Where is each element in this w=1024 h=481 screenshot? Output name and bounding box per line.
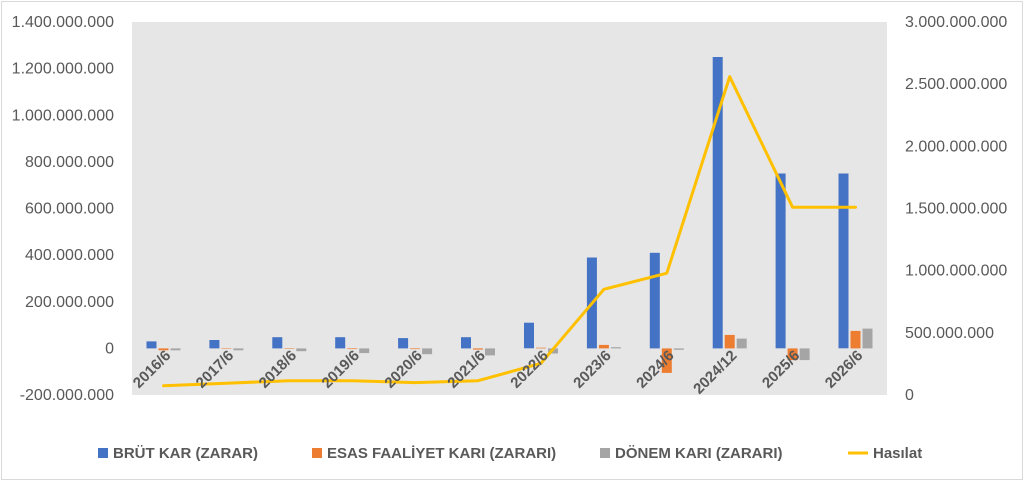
bar-1-12 <box>838 173 849 349</box>
bar-2-7 <box>536 347 546 349</box>
bar-3-3 <box>296 348 307 352</box>
bar-2-9 <box>661 348 672 373</box>
bar-2-10 <box>724 334 735 349</box>
bar-2-5 <box>410 348 421 350</box>
legend-swatch-3 <box>600 448 610 458</box>
bar-1-9 <box>649 252 660 349</box>
bar-1-7 <box>524 322 534 349</box>
bar-2-2 <box>221 348 232 349</box>
y-left-tick-label: -200.000.000 <box>20 387 114 404</box>
bar-2-6 <box>473 348 483 350</box>
bar-3-10 <box>736 338 747 349</box>
bar-2-4 <box>347 348 358 350</box>
bar-3-5 <box>422 348 433 355</box>
series-line-hasilat <box>162 75 857 388</box>
bar-2-8 <box>598 344 609 349</box>
bar-2-1 <box>158 348 169 351</box>
bar-3-6 <box>485 348 495 356</box>
legend-label: ESAS FAALİYET KARI (ZARARI) <box>327 445 556 462</box>
legend-label: DÖNEM KARI (ZARARI) <box>615 445 782 462</box>
bar-3-8 <box>610 347 621 349</box>
y-right-tick-label: 500.000.000 <box>905 325 994 342</box>
y-right-tick-label: 3.000.000.000 <box>905 14 1007 31</box>
bar-1-3 <box>272 337 283 349</box>
bar-2-3 <box>284 348 295 349</box>
y-left-tick-label: 1.400.000.000 <box>12 14 114 31</box>
bar-1-10 <box>712 57 723 349</box>
y-left-tick-label: 200.000.000 <box>25 294 114 311</box>
bar-3-9 <box>673 348 684 350</box>
bar-2-11 <box>787 348 798 361</box>
y-left-tick-label: 600.000.000 <box>25 201 114 218</box>
y-right-tick-label: 2.000.000.000 <box>905 138 1007 155</box>
legend-label: Hasılat <box>873 445 922 462</box>
bar-1-5 <box>398 338 409 349</box>
y-right-tick-label: 1.500.000.000 <box>905 201 1007 218</box>
y-right-tick-label: 2.500.000.000 <box>905 76 1007 93</box>
y-left-tick-label: 1.200.000.000 <box>12 61 114 78</box>
y-left-tick-label: 800.000.000 <box>25 154 114 171</box>
bar-3-2 <box>233 348 244 351</box>
bar-3-12 <box>862 328 873 349</box>
legend-swatch-2 <box>312 448 322 458</box>
y-left-tick-label: 0 <box>105 340 114 357</box>
y-left-tick-label: 400.000.000 <box>25 247 114 264</box>
bar-2-12 <box>850 330 861 349</box>
bar-3-1 <box>170 348 181 351</box>
legend-swatch-1 <box>98 448 108 458</box>
y-right-tick-label: 1.000.000.000 <box>905 263 1007 280</box>
y-right-tick-label: 0 <box>905 387 914 404</box>
bar-1-6 <box>461 337 471 349</box>
y-left-tick-label: 1.000.000.000 <box>12 107 114 124</box>
bar-3-4 <box>359 348 370 354</box>
legend-label: BRÜT KAR (ZARAR) <box>113 445 258 462</box>
bar-1-11 <box>775 173 786 349</box>
bar-1-4 <box>335 337 346 349</box>
bar-1-2 <box>209 340 220 349</box>
bar-3-11 <box>799 348 810 361</box>
bar-1-1 <box>146 341 157 349</box>
plot-area <box>132 22 887 395</box>
